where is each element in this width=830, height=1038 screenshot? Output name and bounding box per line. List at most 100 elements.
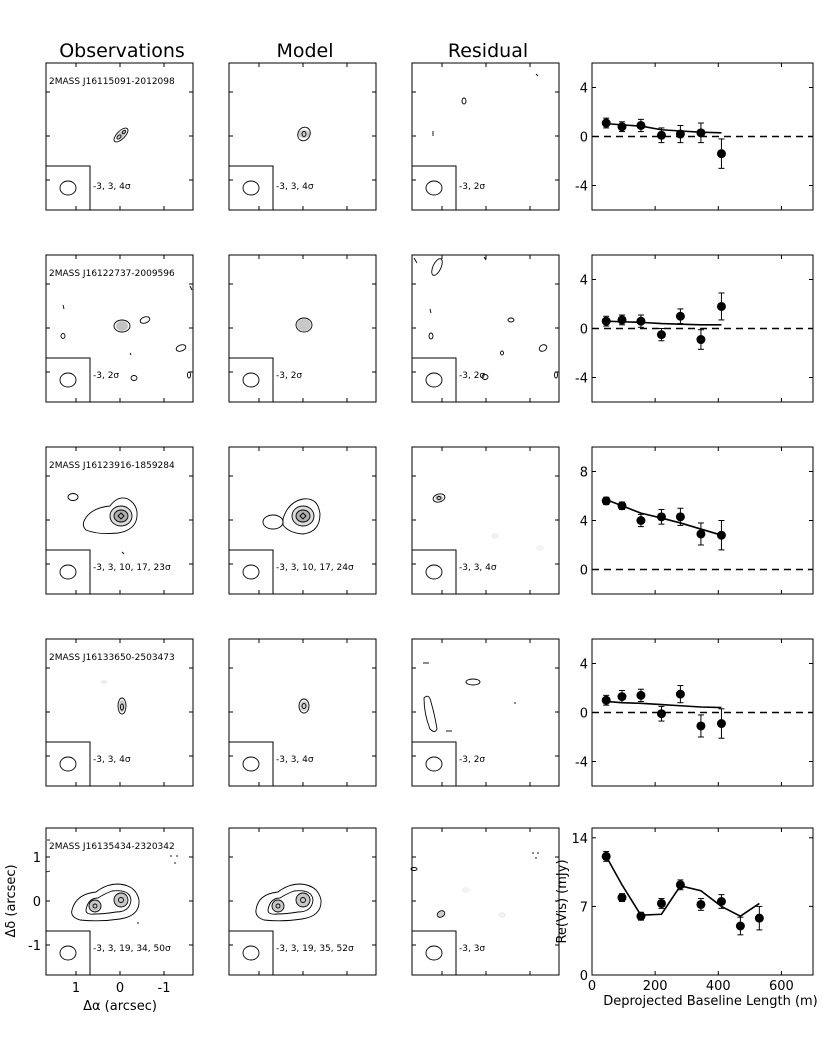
y-tick-label: -4 [575, 756, 588, 771]
data-point [601, 851, 611, 861]
y-tick-label: 7 [580, 900, 588, 915]
model-contours [262, 498, 321, 535]
emission-contours [113, 127, 129, 143]
beam-ellipse [242, 756, 260, 772]
residual-contours [410, 852, 539, 918]
y-tick-label: 4 [580, 515, 588, 530]
data-point [656, 512, 666, 522]
data-point [656, 898, 666, 908]
x-axis-label: Δα (arcsec) [83, 999, 157, 1014]
y-tick-label: 0 [580, 564, 588, 579]
data-point [617, 501, 627, 511]
residual-contours [432, 493, 544, 551]
model-contours [255, 883, 322, 922]
visibility-plot-5: 0 200 400 600 14 7 0 Deprojected Baseline Lengt… [555, 827, 818, 1009]
beam-ellipse [59, 180, 77, 196]
beam-ellipse [59, 564, 77, 580]
data-point [716, 897, 726, 906]
data-point [716, 530, 726, 540]
y-tick-label: 0 [580, 131, 588, 146]
beam-inset [45, 165, 91, 211]
plot-frame [591, 827, 814, 976]
beam-ellipse [59, 945, 77, 961]
obs-panel: 2MASS J16115091-2012098 -3, 3, 4σ [45, 62, 194, 211]
model-panel: -3, 3, 4σ [228, 62, 377, 211]
data-point [617, 893, 627, 903]
ytick-label: 1 [33, 851, 41, 866]
model-panel: -3, 3, 10, 17, 24σ [228, 446, 377, 595]
y-tick-label: 14 [571, 832, 588, 847]
y-tick-label: 0 [580, 969, 588, 984]
row-2: 2MASS J16122737-2009596 -3, 2σ [45, 254, 814, 403]
row-3: 2MASS J16123916-1859284 -3, 3, 10, 17, 2… [45, 446, 814, 595]
model-panel: -3, 3, 4σ [228, 638, 377, 787]
data-point [754, 913, 764, 923]
beam-inset [411, 357, 457, 403]
xtick-label: -1 [158, 981, 171, 996]
y-tick-label: -4 [575, 372, 588, 387]
header-model: Model [276, 40, 333, 62]
source-label: 2MASS J16123916-1859284 [49, 461, 175, 471]
y-tick-label: 0 [580, 707, 588, 722]
data-point [696, 899, 706, 909]
data-point [636, 316, 646, 326]
data-point [656, 330, 666, 340]
contour-levels: -3, 3, 4σ [276, 755, 314, 765]
beam-ellipse [59, 372, 77, 388]
residual-contours [413, 256, 558, 380]
residual-panel: -3, 3σ [410, 827, 560, 976]
data-point [716, 149, 726, 159]
y-tick-label: 0 [580, 323, 588, 338]
y-tick-label: -4 [575, 180, 588, 195]
data-point [601, 118, 611, 128]
contour-levels: -3, 2σ [93, 371, 119, 381]
y-tick-label: 4 [580, 274, 588, 289]
obs-panel: 2MASS J16135434-2320342 -3, 3, 19, 34, 5 [4, 827, 194, 1014]
contour-levels: -3, 3, 10, 17, 24σ [276, 563, 354, 573]
data-point [636, 120, 646, 130]
beam-inset [228, 741, 274, 787]
data-point [675, 880, 685, 890]
visibility-plot-4: 4 0 -4 [575, 638, 814, 787]
data-point [675, 129, 685, 139]
contour-levels: -3, 2σ [459, 182, 485, 192]
x-tick-label: 0 [588, 979, 596, 994]
row-1: 2MASS J16115091-2012098 -3, 3, 4σ [45, 62, 814, 211]
residual-contours [423, 662, 516, 732]
beam-ellipse [425, 180, 443, 196]
emission-contours [101, 680, 127, 715]
contour-levels: -3, 3, 10, 17, 23σ [93, 563, 171, 573]
data-point [617, 122, 627, 132]
beam-ellipse [425, 564, 443, 580]
data-point [696, 128, 706, 138]
emission-contours [60, 285, 193, 381]
model-contours [297, 126, 311, 142]
contour-levels: -3, 3, 4σ [276, 182, 314, 192]
data-point [636, 516, 646, 525]
beam-inset [411, 549, 457, 595]
data-point [617, 692, 627, 702]
header-observations: Observations [59, 40, 185, 62]
visibility-plot-2: 4 0 -4 [575, 254, 814, 403]
data-point [656, 709, 666, 719]
beam-ellipse [242, 945, 260, 961]
header-residual: Residual [448, 40, 528, 62]
model-panel: -3, 2σ [228, 254, 377, 403]
contour-levels: -3, 3, 4σ [459, 563, 497, 573]
data-point [716, 719, 726, 729]
beam-inset [228, 930, 274, 976]
x-tick-label: 600 [769, 979, 794, 994]
model-contours [298, 698, 310, 714]
y-axis-label: Δδ (arcsec) [4, 864, 19, 937]
beam-ellipse [242, 180, 260, 196]
data-point [716, 301, 726, 311]
source-label: 2MASS J16133650-2503473 [49, 653, 175, 663]
contour-levels: -3, 3, 19, 34, 50σ [93, 944, 171, 954]
ytick-label: -1 [28, 939, 41, 954]
data-point [636, 690, 646, 700]
x-axis-label: Deprojected Baseline Length (m) [603, 994, 818, 1009]
contour-levels: -3, 3, 4σ [93, 182, 131, 192]
emission-contours [45, 839, 178, 924]
beam-inset [45, 930, 91, 976]
data-point [617, 315, 627, 325]
